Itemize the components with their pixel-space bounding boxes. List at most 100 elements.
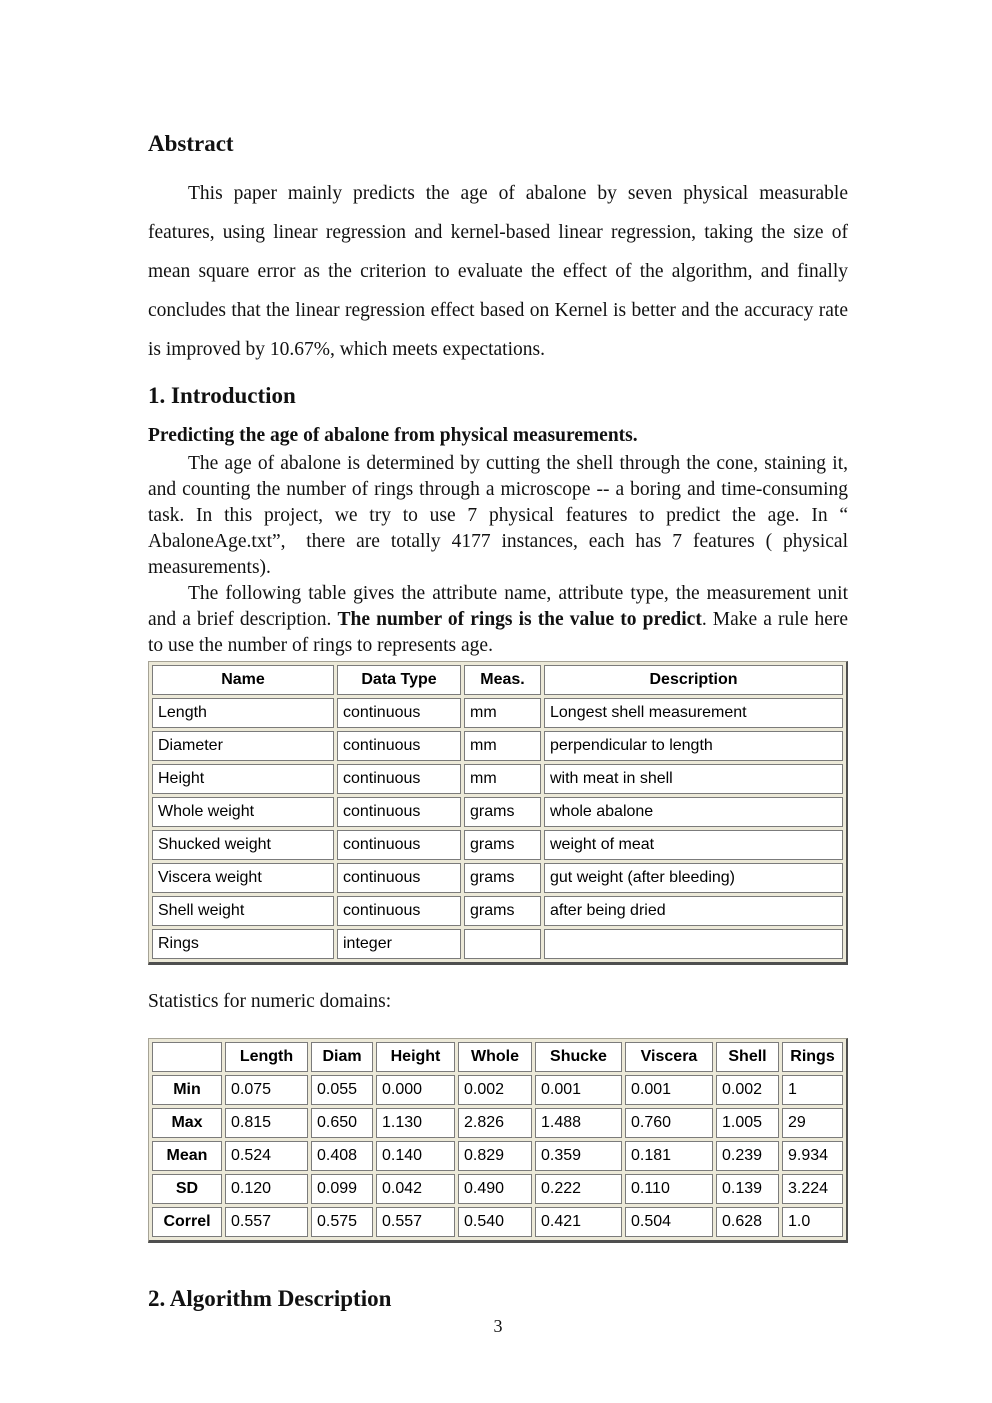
table-cell: continuous [337, 698, 461, 728]
table-cell: continuous [337, 863, 461, 893]
table-cell: Rings [152, 929, 334, 959]
table-cell: mm [464, 731, 541, 761]
table-cell: weight of meat [544, 830, 843, 860]
table-cell: 0.120 [225, 1174, 308, 1204]
column-header-viscera: Viscera [625, 1042, 713, 1072]
header-row: Length Diam Height Whole Shucke Viscera … [152, 1042, 843, 1072]
table-cell: 0.001 [625, 1075, 713, 1105]
table-cell [464, 929, 541, 959]
table-cell: 0.239 [716, 1141, 779, 1171]
table-cell: 0.540 [458, 1207, 532, 1237]
table-cell: continuous [337, 830, 461, 860]
table-cell: 1.005 [716, 1108, 779, 1138]
page-number: 3 [493, 1316, 503, 1336]
table-cell: 9.934 [782, 1141, 843, 1171]
column-header-description: Description [544, 665, 843, 695]
table-cell: grams [464, 896, 541, 926]
column-header-diam: Diam [311, 1042, 373, 1072]
paragraph-text: . Make a rule here to use the number of … [148, 609, 848, 656]
table-row: Max 0.815 0.650 1.130 2.826 1.488 0.760 … [152, 1108, 843, 1138]
table-cell: 0.524 [225, 1141, 308, 1171]
table-cell: Viscera weight [152, 863, 334, 893]
stats-table: Length Diam Height Whole Shucke Viscera … [148, 1038, 848, 1243]
table-cell: 0.001 [535, 1075, 622, 1105]
table-cell: Height [152, 764, 334, 794]
attribute-table: Name Data Type Meas. Description Length … [148, 661, 848, 965]
table-cell: 0.557 [376, 1207, 455, 1237]
column-header-blank [152, 1042, 222, 1072]
table-cell: 29 [782, 1108, 843, 1138]
row-header-max: Max [152, 1108, 222, 1138]
table-row: Viscera weight continuous grams gut weig… [152, 863, 843, 893]
table-row: Length continuous mm Longest shell measu… [152, 698, 843, 728]
table-cell: 0.075 [225, 1075, 308, 1105]
table-cell: 0.650 [311, 1108, 373, 1138]
table-row: Rings integer [152, 929, 843, 959]
table-cell: 1 [782, 1075, 843, 1105]
table-cell: mm [464, 698, 541, 728]
table-row: Height continuous mm with meat in shell [152, 764, 843, 794]
table-cell: Shucked weight [152, 830, 334, 860]
table-cell: 2.826 [458, 1108, 532, 1138]
table-row: Shucked weight continuous grams weight o… [152, 830, 843, 860]
table-cell: 0.575 [311, 1207, 373, 1237]
table-cell: 0.408 [311, 1141, 373, 1171]
table-cell: 0.042 [376, 1174, 455, 1204]
table-cell: Longest shell measurement [544, 698, 843, 728]
table-row: Mean 0.524 0.408 0.140 0.829 0.359 0.181… [152, 1141, 843, 1171]
table-cell: 0.490 [458, 1174, 532, 1204]
page-content: Abstract This paper mainly predicts the … [148, 131, 848, 1336]
abstract-paragraph: This paper mainly predicts the age of ab… [148, 183, 848, 360]
column-header-shucke: Shucke [535, 1042, 622, 1072]
table-row: Whole weight continuous grams whole abal… [152, 797, 843, 827]
table-cell: Diameter [152, 731, 334, 761]
table-cell: 3.224 [782, 1174, 843, 1204]
bold-statement: The number of rings is the value to pred… [337, 609, 702, 630]
column-header-data-type: Data Type [337, 665, 461, 695]
paragraph-text: The following table gives the attribute … [148, 583, 848, 630]
table-row: Diameter continuous mm perpendicular to … [152, 731, 843, 761]
table-cell: 0.099 [311, 1174, 373, 1204]
table-cell: 0.557 [225, 1207, 308, 1237]
header-row: Name Data Type Meas. Description [152, 665, 843, 695]
stats-caption: Statistics for numeric domains: [148, 991, 392, 1012]
row-header-min: Min [152, 1075, 222, 1105]
table-cell: perpendicular to length [544, 731, 843, 761]
table-cell: after being dried [544, 896, 843, 926]
table-cell: Shell weight [152, 896, 334, 926]
table-cell: 0.110 [625, 1174, 713, 1204]
table-row: SD 0.120 0.099 0.042 0.490 0.222 0.110 0… [152, 1174, 843, 1204]
table-cell: continuous [337, 731, 461, 761]
table-cell: 0.628 [716, 1207, 779, 1237]
table-cell: 0.181 [625, 1141, 713, 1171]
table-cell: whole abalone [544, 797, 843, 827]
table-cell: 1.130 [376, 1108, 455, 1138]
table-cell: 1.0 [782, 1207, 843, 1237]
table-cell: gut weight (after bleeding) [544, 863, 843, 893]
table-cell: mm [464, 764, 541, 794]
table-cell: integer [337, 929, 461, 959]
table-row: Shell weight continuous grams after bein… [152, 896, 843, 926]
table-cell: 0.359 [535, 1141, 622, 1171]
column-header-length: Length [225, 1042, 308, 1072]
table-cell: 0.000 [376, 1075, 455, 1105]
table-cell: 0.002 [716, 1075, 779, 1105]
table-cell: grams [464, 863, 541, 893]
table-cell: 0.055 [311, 1075, 373, 1105]
table-cell: with meat in shell [544, 764, 843, 794]
table-cell: 0.829 [458, 1141, 532, 1171]
introduction-subheading: Predicting the age of abalone from physi… [148, 425, 638, 446]
table-cell: 1.488 [535, 1108, 622, 1138]
table-cell: 0.815 [225, 1108, 308, 1138]
table-cell: 0.139 [716, 1174, 779, 1204]
introduction-paragraph-1: The age of abalone is determined by cutt… [148, 453, 848, 578]
column-header-meas: Meas. [464, 665, 541, 695]
column-header-whole: Whole [458, 1042, 532, 1072]
row-header-sd: SD [152, 1174, 222, 1204]
table-cell: 0.140 [376, 1141, 455, 1171]
table-cell: grams [464, 830, 541, 860]
table-cell: Length [152, 698, 334, 728]
column-header-rings: Rings [782, 1042, 843, 1072]
table-cell: 0.760 [625, 1108, 713, 1138]
column-header-height: Height [376, 1042, 455, 1072]
